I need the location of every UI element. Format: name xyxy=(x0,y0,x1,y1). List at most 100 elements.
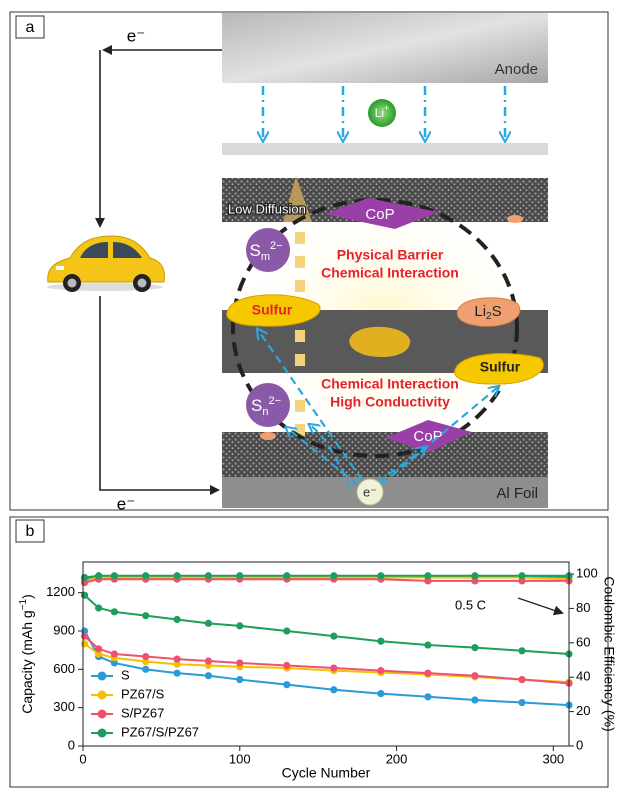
capacity-point xyxy=(81,592,88,599)
efficiency-point xyxy=(205,572,212,579)
diffusion-squares xyxy=(295,232,305,436)
capacity-point xyxy=(424,693,431,700)
legend-marker xyxy=(98,672,107,681)
capacity-point xyxy=(330,633,337,640)
conductive-text: Chemical Interaction xyxy=(321,376,459,392)
efficiency-point xyxy=(236,572,243,579)
y2-tick-label: 40 xyxy=(576,669,590,684)
text-part: 2− xyxy=(270,240,283,252)
capacity-point xyxy=(81,633,88,640)
capacity-point xyxy=(377,690,384,697)
legend-label: S xyxy=(121,667,130,682)
y2-tick-label: 0 xyxy=(576,737,583,752)
capacity-point xyxy=(95,645,102,652)
low-diffusion: Low Diffusion xyxy=(228,201,306,216)
text-part: Capacity (mAh g xyxy=(19,610,35,713)
text-part: ) xyxy=(19,594,35,599)
efficiency-point xyxy=(142,572,149,579)
legend-label: S/PZ67 xyxy=(121,705,164,720)
conductive-text: High Conductivity xyxy=(330,394,450,410)
legend-marker xyxy=(98,691,107,700)
separator xyxy=(222,143,548,155)
capacity-point xyxy=(471,696,478,703)
efficiency-point xyxy=(377,572,384,579)
legend-label: PZ67/S/PZ67 xyxy=(121,724,199,739)
capacity-point xyxy=(236,659,243,666)
capacity-point xyxy=(173,656,180,663)
particle xyxy=(507,215,523,223)
y-axis-label: Capacity (mAh g−1) xyxy=(18,594,35,714)
efficiency-point xyxy=(81,574,88,581)
legend-label: PZ67/S xyxy=(121,686,165,701)
capacity-point xyxy=(111,608,118,615)
barrier-text: Chemical Interaction xyxy=(321,265,459,281)
annotation: 0.5 C xyxy=(455,597,486,612)
x-tick-label: 0 xyxy=(79,751,86,766)
capacity-point xyxy=(173,670,180,677)
capacity-point xyxy=(283,662,290,669)
capacity-point xyxy=(142,666,149,673)
y-tick-label: 300 xyxy=(53,699,75,714)
panel-a: a Anode Li+ Low Diffusion CoP Sm2− Physi… xyxy=(10,12,608,513)
capacity-point xyxy=(471,644,478,651)
capacity-point xyxy=(330,686,337,693)
electron-label: e⁻ xyxy=(117,494,135,513)
y2-tick-label: 100 xyxy=(576,565,598,580)
y2-tick-label: 20 xyxy=(576,703,590,718)
capacity-point xyxy=(236,676,243,683)
y-tick-label: 1200 xyxy=(46,584,75,599)
capacity-point xyxy=(283,681,290,688)
text-part: S xyxy=(249,241,260,260)
barrier-text: Physical Barrier xyxy=(337,247,444,263)
efficiency-point xyxy=(111,572,118,579)
capacity-point xyxy=(377,667,384,674)
cop-label: CoP xyxy=(365,206,394,223)
legend-marker xyxy=(98,710,107,719)
al-foil-label: Al Foil xyxy=(496,485,538,502)
legend-marker xyxy=(98,729,107,738)
capacity-point xyxy=(518,699,525,706)
panel-label: b xyxy=(26,523,35,540)
capacity-point xyxy=(330,664,337,671)
particle xyxy=(260,432,276,440)
capacity-point xyxy=(424,641,431,648)
efficiency-point xyxy=(173,572,180,579)
efficiency-point xyxy=(283,572,290,579)
y-tick-label: 900 xyxy=(53,622,75,637)
text-part: S xyxy=(251,396,262,415)
capacity-point xyxy=(173,616,180,623)
cop-label: CoP xyxy=(413,428,442,445)
efficiency-point xyxy=(471,572,478,579)
electron-label: e⁻ xyxy=(363,484,377,499)
capacity-point xyxy=(424,670,431,677)
capacity-point xyxy=(111,650,118,657)
text-part: + xyxy=(384,103,389,113)
y2-tick-label: 80 xyxy=(576,600,590,615)
capacity-point xyxy=(518,647,525,654)
capacity-point xyxy=(81,640,88,647)
y2-axis-label: Coulombic Efficiency (%) xyxy=(601,576,617,731)
sulfur-label: Sulfur xyxy=(480,359,521,375)
efficiency-point xyxy=(518,572,525,579)
panel-label: a xyxy=(26,19,35,36)
text-part: m xyxy=(261,251,270,263)
figure: a Anode Li+ Low Diffusion CoP Sm2− Physi… xyxy=(0,0,619,788)
panel-b: b Capacity (mAh g−1) Coulombic Efficienc… xyxy=(10,517,617,787)
capacity-point xyxy=(518,676,525,683)
x-tick-label: 300 xyxy=(542,751,564,766)
efficiency-point xyxy=(95,572,102,579)
capacity-point xyxy=(236,622,243,629)
x-tick-label: 100 xyxy=(229,751,251,766)
capacity-point xyxy=(142,612,149,619)
text-part: Li xyxy=(474,303,486,320)
capacity-point xyxy=(283,627,290,634)
capacity-point xyxy=(471,672,478,679)
capacity-point xyxy=(142,653,149,660)
x-axis-label: Cycle Number xyxy=(282,765,371,781)
anode-label: Anode xyxy=(495,61,538,78)
sulfur-label: Sulfur xyxy=(252,302,293,318)
capacity-point xyxy=(205,672,212,679)
text-part: S xyxy=(492,303,502,320)
text-part: 2− xyxy=(268,395,281,407)
text-part: Li xyxy=(375,106,384,120)
